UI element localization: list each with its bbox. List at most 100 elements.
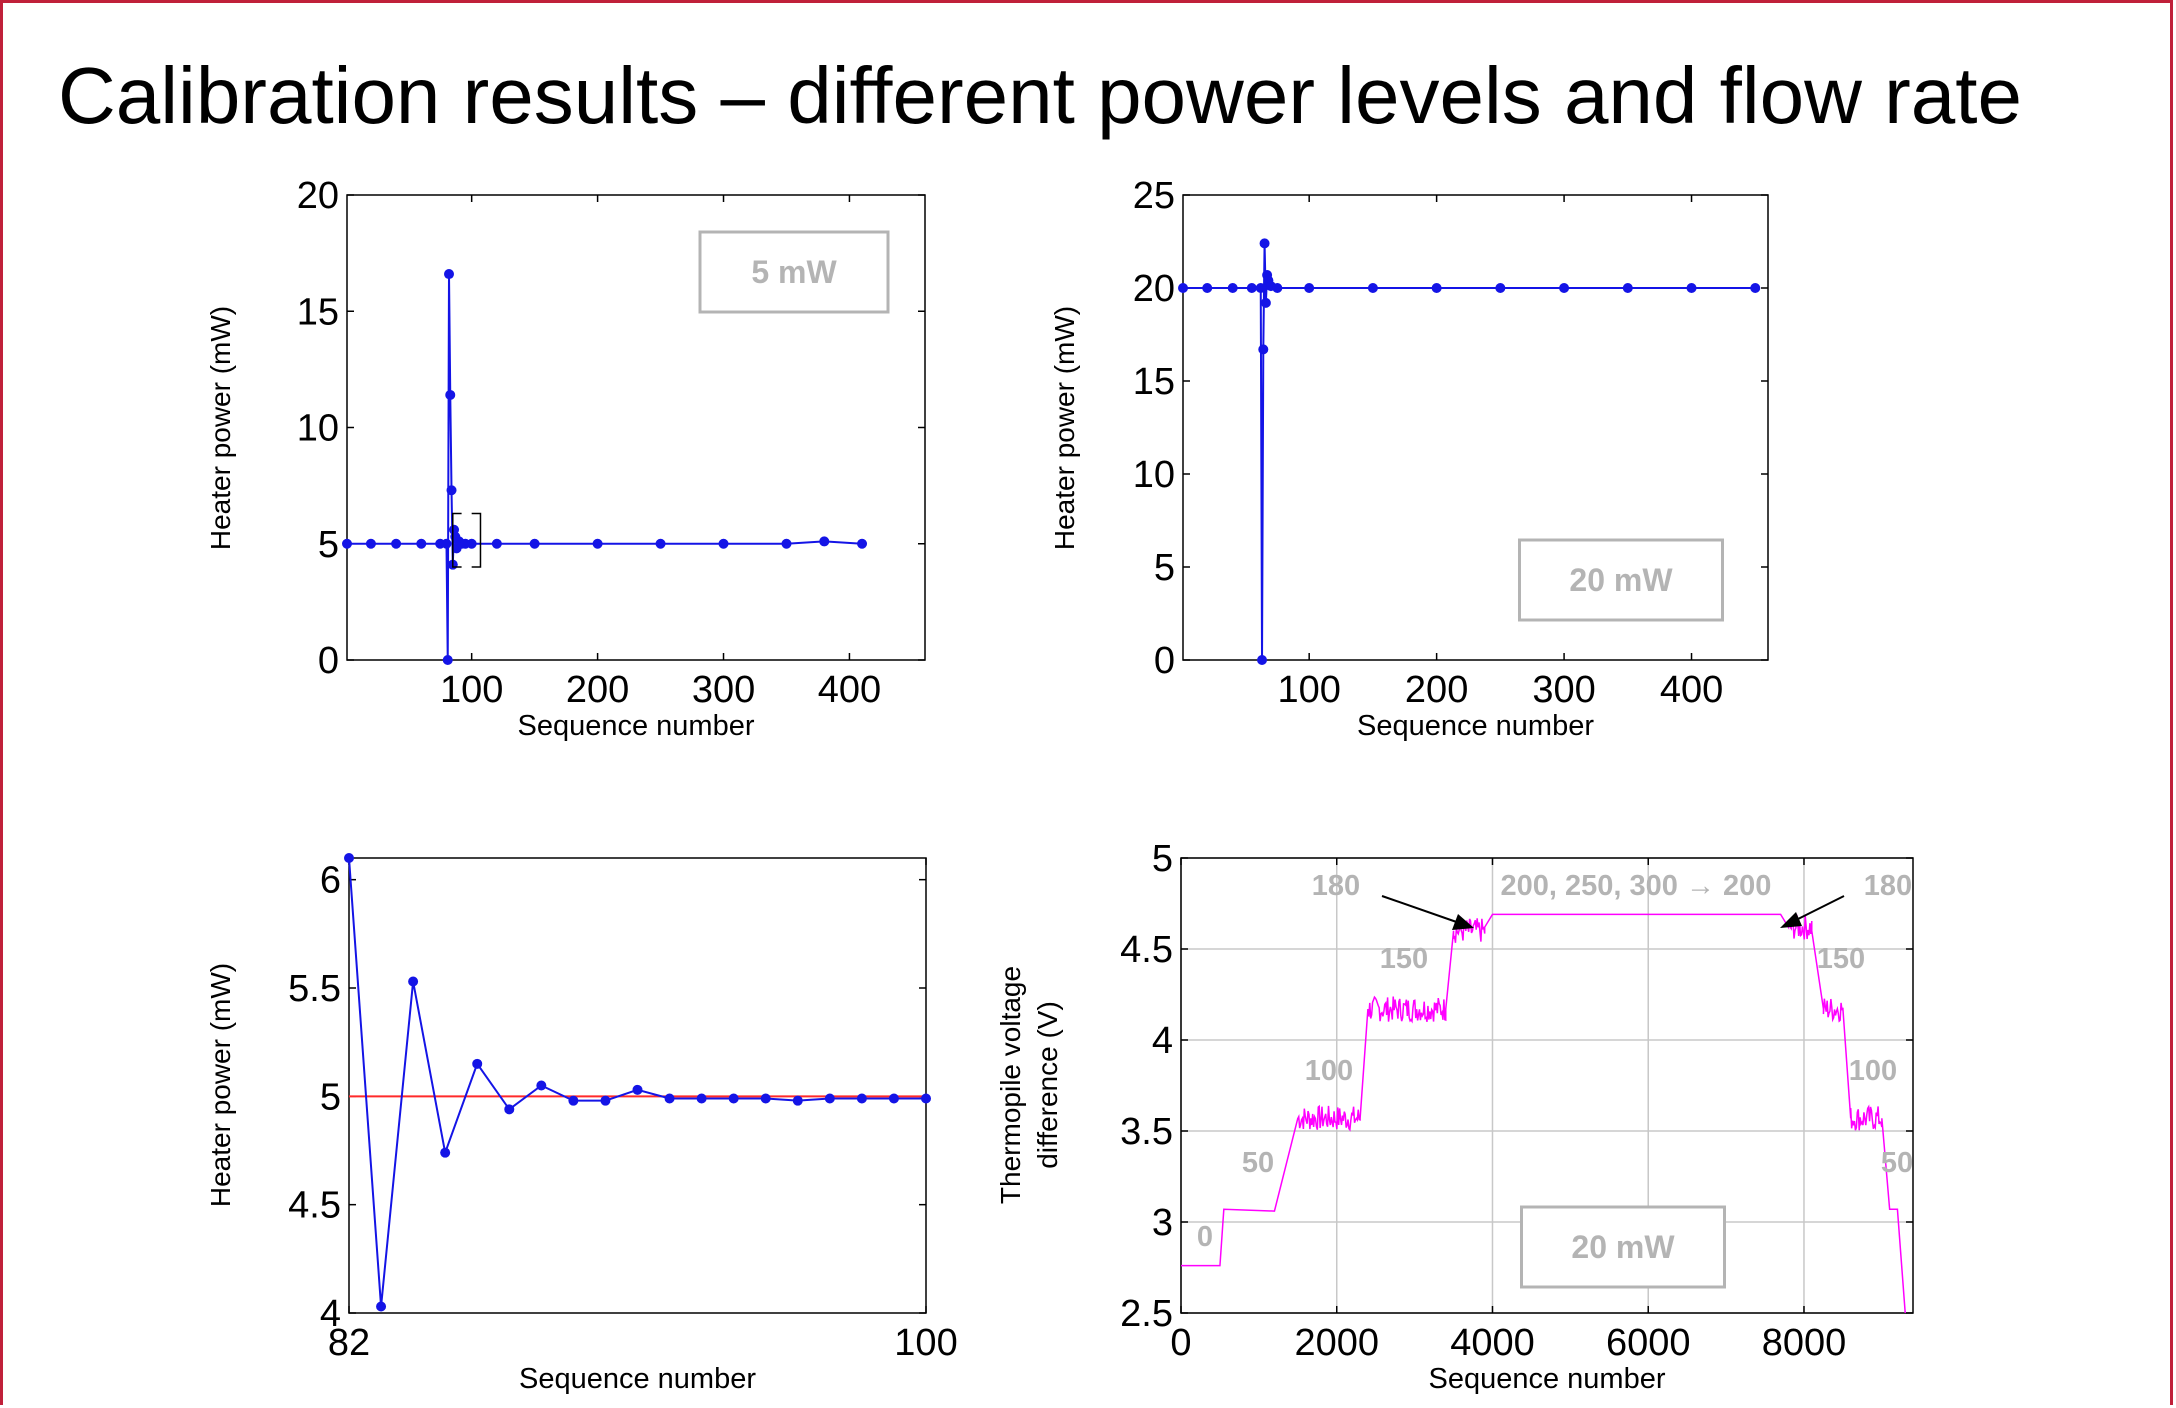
chart-thermopile: 0 2000 4000 6000 8000 2.5 3 3.5 4 4.5 5 Sequence nu… <box>995 838 1914 1395</box>
annotation-label: 20 mW <box>1571 1229 1675 1265</box>
data-point <box>466 538 477 549</box>
data-point <box>472 1058 483 1069</box>
y-axis-label: Heater power (mW) <box>205 963 236 1207</box>
data-point <box>445 389 456 400</box>
flow-label-0: 0 <box>1197 1221 1213 1253</box>
arrow-left-head <box>1452 914 1474 930</box>
y-tick-label: 6 <box>320 860 341 902</box>
data-point <box>444 269 454 280</box>
data-point <box>888 1093 899 1104</box>
y-tick-label: 10 <box>1133 454 1175 496</box>
flow-label-50-left: 50 <box>1242 1147 1274 1179</box>
data-point <box>491 538 502 549</box>
flow-label-180-right: 180 <box>1864 870 1912 902</box>
annotation-label: 20 mW <box>1569 562 1673 598</box>
chart-20mw: 100 200 300 400 0 5 10 15 20 25 Sequence number Hea… <box>1049 175 1769 742</box>
data-point <box>1495 283 1506 293</box>
data-point <box>718 538 729 549</box>
data-point <box>655 538 666 549</box>
x-tick-label: 8000 <box>1762 1322 1847 1364</box>
x-tick-label: 100 <box>440 669 503 711</box>
data-point <box>1227 283 1238 293</box>
x-tick-label: 2000 <box>1294 1322 1379 1364</box>
data-point <box>446 485 457 496</box>
y-axis-label-line2: difference (V) <box>1032 1001 1063 1169</box>
y-tick-label: 15 <box>1133 361 1175 403</box>
data-point <box>536 1080 547 1091</box>
arrow-left-line <box>1381 895 1469 927</box>
y-tick-label: 4 <box>320 1293 341 1335</box>
y-tick-label: 25 <box>1133 175 1175 217</box>
data-point <box>856 1093 867 1104</box>
data-point <box>1259 238 1270 249</box>
x-tick-label: 100 <box>894 1322 957 1364</box>
y-tick-label: 0 <box>318 640 339 682</box>
y-tick-label: 3 <box>1152 1202 1173 1244</box>
data-point <box>1304 283 1315 293</box>
data-point <box>408 976 419 987</box>
flow-label-150-left: 150 <box>1380 943 1428 975</box>
x-axis-label: Sequence number <box>518 710 755 742</box>
data-point <box>416 538 427 549</box>
data-point <box>781 538 792 549</box>
annotation-label: 5 mW <box>751 254 837 290</box>
y-tick-label: 10 <box>297 408 339 450</box>
x-tick-label: 100 <box>1277 669 1340 711</box>
x-axis-label: Sequence number <box>1429 1363 1666 1395</box>
data-point <box>1272 283 1283 293</box>
data-point <box>504 1104 515 1115</box>
data-point <box>376 1301 387 1312</box>
thermopile-trace <box>1181 913 1906 1314</box>
y-tick-label: 0 <box>1154 640 1175 682</box>
plot-area <box>1180 857 1914 1314</box>
data-point <box>664 1093 675 1104</box>
flow-label-50-right: 50 <box>1881 1147 1913 1179</box>
plot-area <box>348 857 927 1314</box>
data-point <box>1622 283 1633 293</box>
data-point <box>1202 283 1213 293</box>
arrow-right-head <box>1780 912 1802 928</box>
data-point <box>1246 283 1257 293</box>
data-point <box>819 536 830 547</box>
data-point <box>391 538 402 549</box>
data-point <box>632 1084 643 1095</box>
y-axis-label: Heater power (mW) <box>205 306 236 550</box>
x-tick-label: 4000 <box>1450 1322 1535 1364</box>
data-point <box>696 1093 707 1104</box>
y-tick-label: 2.5 <box>1120 1293 1173 1335</box>
annotation-box <box>698 230 890 314</box>
y-tick-label: 3.5 <box>1120 1111 1173 1153</box>
data-point <box>1367 283 1378 293</box>
y-tick-label: 5.5 <box>288 968 341 1010</box>
data-point <box>529 538 540 549</box>
data-point <box>440 1147 451 1158</box>
y-axis-label-line1: Thermopile voltage <box>995 966 1026 1204</box>
y-tick-label: 5 <box>318 524 339 566</box>
chart-5mw-zoom: 82 100 4 4.5 5 5.5 6 Sequence number Heater powe… <box>205 853 958 1395</box>
data-point <box>1431 283 1442 293</box>
data-point <box>592 538 603 549</box>
flow-label-top: 200, 250, 300 → 200 <box>1501 870 1772 902</box>
y-tick-label: 4.5 <box>1120 929 1173 971</box>
data-point <box>442 655 453 665</box>
x-tick-label: 300 <box>1532 669 1595 711</box>
y-tick-label: 5 <box>1154 547 1175 589</box>
y-tick-label: 4.5 <box>288 1185 341 1227</box>
x-tick-label: 0 <box>1170 1322 1191 1364</box>
data-point <box>857 538 868 549</box>
data-point <box>1255 283 1266 293</box>
data-point <box>568 1095 579 1106</box>
slide-title: Calibration results – different power le… <box>58 51 2022 140</box>
data-point <box>600 1095 611 1106</box>
flow-label-150-right: 150 <box>1817 943 1865 975</box>
y-tick-label: 15 <box>297 291 339 333</box>
data-point <box>1686 283 1697 293</box>
annotation-box <box>1520 1205 1726 1289</box>
data-point <box>1559 283 1570 293</box>
flow-label-100-right: 100 <box>1849 1055 1897 1087</box>
data-point <box>1257 655 1268 665</box>
data-point <box>728 1093 739 1104</box>
y-tick-label: 20 <box>297 175 339 217</box>
x-tick-label: 400 <box>1660 669 1723 711</box>
x-tick-label: 82 <box>328 1322 370 1364</box>
